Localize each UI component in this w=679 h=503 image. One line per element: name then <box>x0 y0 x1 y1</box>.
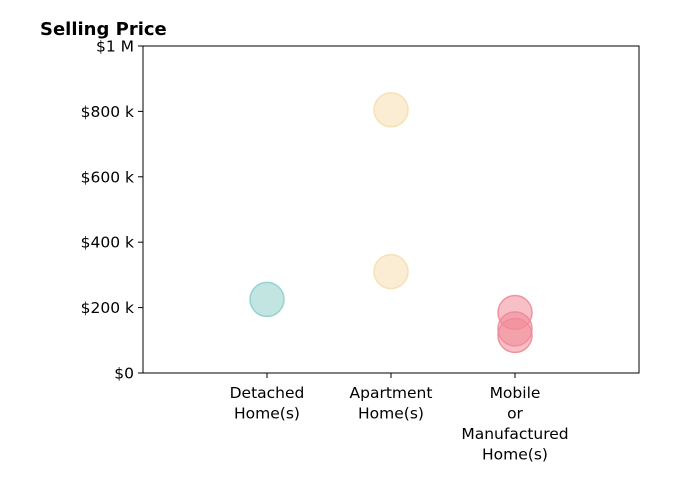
x-tick-label-line: Home(s) <box>234 405 300 423</box>
x-tick-label-line: Mobile <box>490 384 541 402</box>
x-tick-label: Detached Home(s) <box>230 384 305 423</box>
x-tick-label-line: Manufactured <box>461 425 568 443</box>
y-tick-label: $200 k <box>81 299 134 317</box>
x-tick-label: Mobile or Manufactured Home(s) <box>461 384 568 464</box>
y-tick-label: $1 M <box>96 38 134 56</box>
y-tick-label: $0 <box>114 365 134 383</box>
x-tick-label-line: or <box>507 405 523 423</box>
data-point <box>497 317 533 354</box>
data-point <box>373 92 409 128</box>
x-tick-label-line: Home(s) <box>482 446 548 464</box>
data-point <box>249 281 285 318</box>
chart-title: Selling Price <box>40 19 167 40</box>
y-tick-label: $800 k <box>81 103 134 121</box>
data-points <box>249 92 533 354</box>
x-axis: Detached Home(s)Apartment Home(s)Mobile or M… <box>230 373 569 464</box>
x-tick-label: Apartment Home(s) <box>350 384 433 423</box>
x-tick-label-line: Home(s) <box>358 405 424 423</box>
x-tick-label-line: Apartment <box>350 384 433 402</box>
y-axis: $0 $200 k $400 k $600 k $800 k $1 M <box>81 38 143 383</box>
x-tick-label-line: Detached <box>230 384 305 402</box>
y-tick-label: $600 k <box>81 168 134 186</box>
y-tick-label: $400 k <box>81 234 134 252</box>
data-point <box>373 253 409 290</box>
